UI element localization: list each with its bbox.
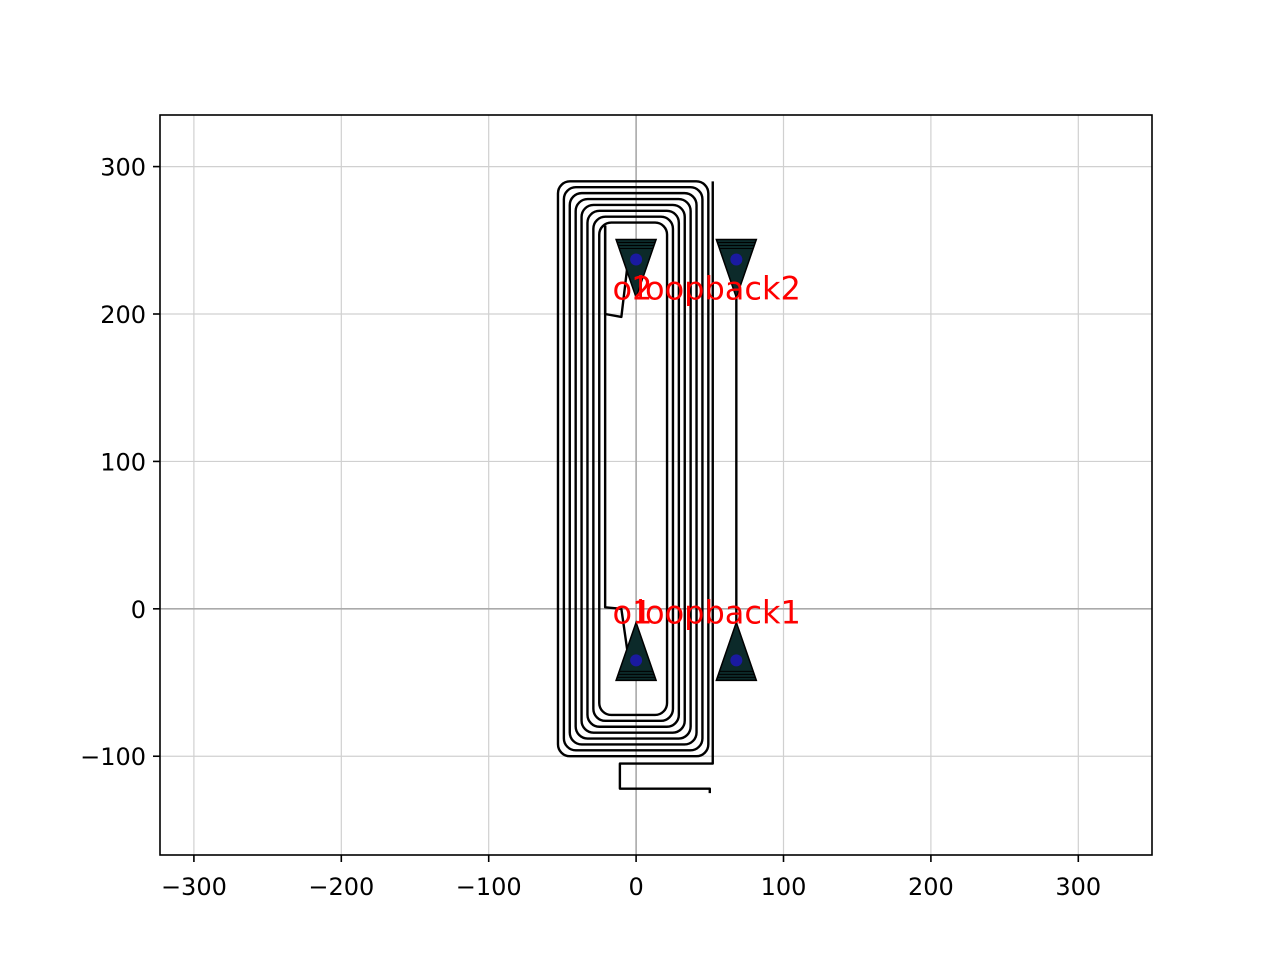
spiral-ring — [592, 215, 675, 723]
port-o1 — [615, 620, 658, 682]
port-label-loopback2: loopback2 — [636, 269, 801, 307]
port-labels: o1 o2 loopback1 loopback2 — [613, 269, 801, 631]
spiral-ring — [556, 180, 710, 758]
x-tick-label: 100 — [761, 873, 807, 901]
waveguide-layout — [556, 180, 738, 794]
port-o2 — [615, 238, 658, 300]
spiral-ring — [598, 221, 669, 717]
port-loopback1 — [715, 620, 758, 682]
port-center-marker — [730, 654, 743, 667]
port-loopback2 — [715, 238, 758, 300]
y-tick-label: 0 — [131, 596, 146, 624]
spiral-ring — [586, 209, 681, 728]
loop-route — [618, 181, 714, 794]
y-tick-label: 200 — [100, 301, 146, 329]
x-axis-ticks: −300 −200 −100 0 100 200 300 — [161, 855, 1101, 901]
port-label-o1: o1 — [613, 594, 653, 632]
port-label-o2: o2 — [613, 269, 653, 307]
x-tick-label: −300 — [161, 873, 227, 901]
y-tick-label: −100 — [80, 743, 146, 771]
port-label-loopback1: loopback1 — [636, 594, 801, 632]
port-center-marker — [630, 253, 643, 266]
spiral-ring — [580, 203, 686, 734]
y-axis-ticks: −100 0 100 200 300 — [80, 154, 160, 771]
port-center-marker — [630, 654, 643, 667]
x-tick-label: 0 — [628, 873, 643, 901]
spiral-ring — [568, 191, 698, 746]
x-tick-label: 200 — [908, 873, 954, 901]
inner-route — [603, 225, 630, 661]
inner-route — [603, 225, 630, 319]
y-tick-label: 300 — [100, 154, 146, 182]
ports — [615, 238, 758, 682]
spiral-ring — [562, 186, 704, 752]
x-tick-label: −200 — [308, 873, 374, 901]
port-center-marker — [730, 253, 743, 266]
spiral-ring — [574, 197, 692, 740]
axes-frame — [159, 114, 1153, 856]
x-tick-label: 300 — [1055, 873, 1101, 901]
y-tick-label: 100 — [100, 448, 146, 476]
x-tick-label: −100 — [456, 873, 522, 901]
